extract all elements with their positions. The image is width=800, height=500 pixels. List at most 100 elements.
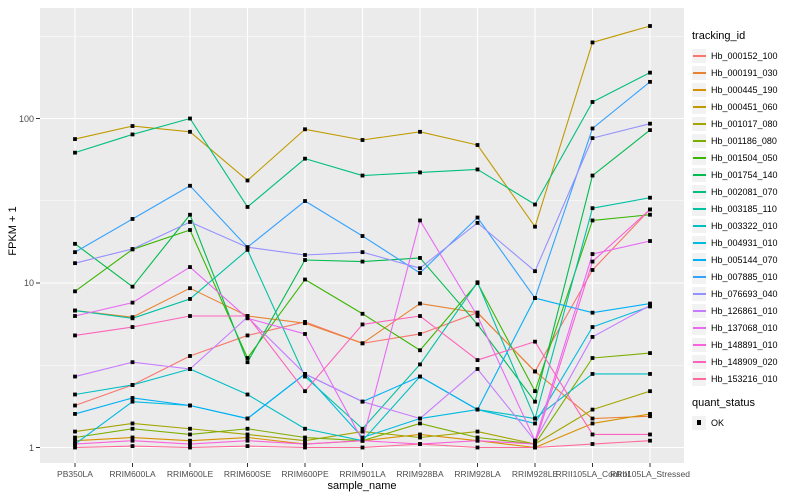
legend-key-box [692,269,706,284]
data-point [418,435,422,440]
data-point [418,421,422,426]
data-point [245,178,250,183]
data-point [590,252,595,256]
data-point [533,202,537,207]
data-point [360,438,365,443]
legend-item-label: Hb_148909_020 [711,356,778,367]
data-point [475,280,480,285]
data-point [360,399,365,404]
data-point [475,143,480,147]
data-point [648,239,652,243]
data-point [475,220,480,225]
data-point [245,444,250,448]
data-point [360,445,365,450]
data-point [360,426,365,431]
legend-line-swatch [692,190,706,193]
data-point [475,429,480,434]
data-point [475,435,480,440]
data-point [130,247,135,251]
data-point [303,445,307,450]
legend-key-box [692,371,706,386]
legend-item: Hb_000445_190 [692,81,778,98]
legend-item-label: Hb_137068_010 [711,322,778,333]
data-point [303,253,307,257]
legend-line-swatch [692,105,706,108]
data-point [475,215,480,220]
legend-item-label: Hb_000451_060 [711,101,778,112]
data-point [475,367,480,371]
data-point [245,333,250,338]
data-point [590,100,595,104]
data-point [188,228,192,232]
legend-line-swatch [692,54,706,57]
data-point [590,218,595,223]
legend-item-label: Hb_001017_080 [711,118,778,129]
legend-item: Hb_148891_010 [692,336,778,353]
data-point [245,432,250,437]
x-axis-title: sample_name [327,480,397,492]
data-point [418,271,422,275]
data-point [533,339,537,344]
data-point [648,79,652,84]
data-point [590,442,595,446]
data-point [648,301,652,306]
data-point [648,412,652,416]
x-tick-label: RRIM600LA [109,469,156,479]
legend-key-box [692,415,706,430]
data-point [245,205,250,209]
data-point [418,374,422,379]
data-point [130,399,135,404]
data-point [590,421,595,426]
data-point [475,358,480,362]
data-point [130,444,135,448]
data-point [475,310,480,315]
data-point [533,389,537,394]
data-point [73,137,77,141]
data-point [475,314,480,318]
data-point [418,362,422,367]
data-point [418,301,422,306]
data-point [360,341,365,346]
legend-item: Hb_001186_080 [692,132,778,149]
data-point [590,40,595,45]
data-point [188,314,192,318]
data-point [590,432,595,437]
data-point [648,414,652,419]
data-point [648,372,652,376]
legend-item-label: Hb_002081_070 [711,186,778,197]
data-point [360,173,365,178]
data-point [648,438,652,443]
legend-item-label: Hb_003322_010 [711,220,778,231]
data-point [303,442,307,446]
data-point [418,256,422,260]
legend-item: Hb_001017_080 [692,115,778,132]
legend-line-swatch [692,173,706,176]
legend-item-label: Hb_001754_140 [711,169,778,180]
data-point [648,212,652,217]
data-point [130,421,135,426]
data-point [590,407,595,412]
legend-item: Hb_126861_010 [692,302,778,319]
data-point [590,325,595,329]
data-point [360,435,365,440]
data-point [73,261,77,266]
legend-key-box [692,82,706,97]
data-point [73,250,77,255]
legend-key-box [692,235,706,250]
data-point [475,438,480,443]
legend-title-quant-status: quant_status [692,397,755,409]
legend-item-label: Hb_148891_010 [711,339,778,350]
legend-key-box [692,65,706,80]
legend-line-swatch [692,309,706,312]
data-point [418,314,422,318]
legend-item: Hb_000451_060 [692,98,778,115]
legend-item-label: Hb_076693_040 [711,288,778,299]
data-point [303,426,307,431]
legend-line-swatch [692,207,706,210]
data-point [188,116,192,121]
legend-item: Hb_002081_070 [692,183,778,200]
data-point [73,392,77,397]
data-point [418,266,422,271]
legend-item-label: Hb_003185_110 [711,203,777,214]
